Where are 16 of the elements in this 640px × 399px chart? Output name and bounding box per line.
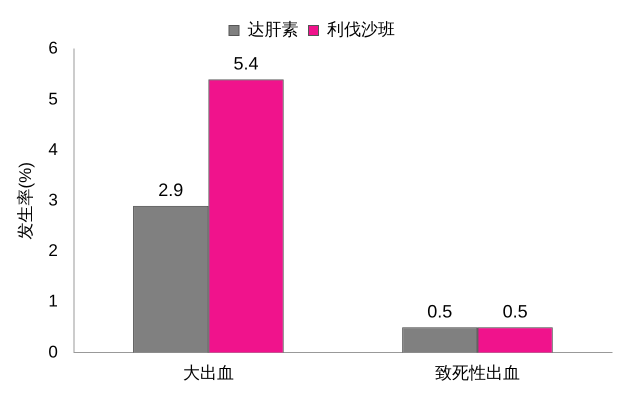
y-tick-label: 6 [48,38,58,58]
y-tick-label: 2 [48,241,58,260]
y-tick-label: 1 [48,292,58,311]
y-tick-label: 3 [48,190,58,210]
y-tick-label: 4 [48,140,58,159]
y-tick-label: 0 [48,342,58,362]
legend-label: 达肝素 [248,20,298,40]
x-tick-label: 致死性出血 [434,363,520,382]
y-axis-title: 发生率(%) [16,162,35,240]
legend-label: 利伐沙班 [327,20,395,40]
data-label: 5.4 [234,53,259,74]
y-tick-label: 5 [48,89,58,108]
x-tick-label: 大出血 [182,363,234,382]
data-label: 0.5 [502,301,528,322]
data-label: 0.5 [427,301,452,322]
data-label: 2.9 [158,180,184,200]
